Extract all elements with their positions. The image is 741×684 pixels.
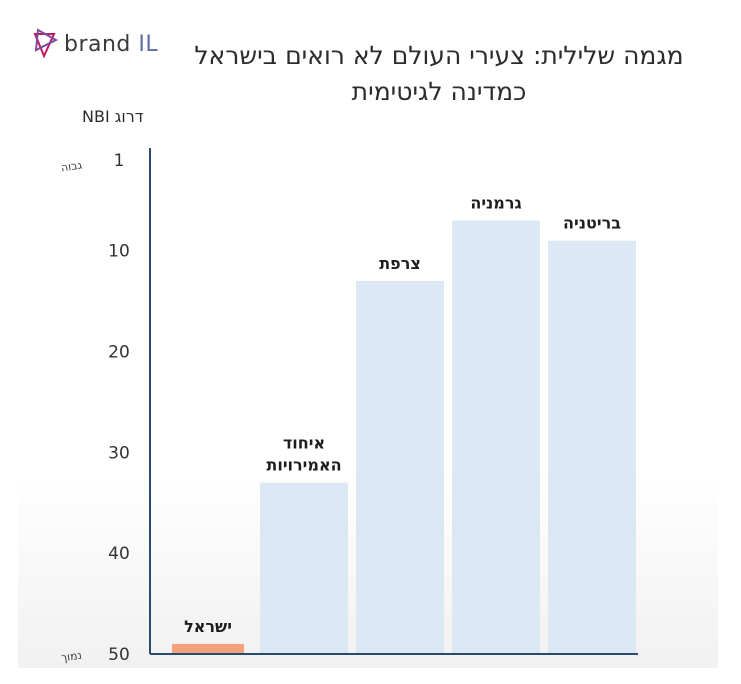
bar-2 [356, 280, 444, 654]
brand-logo-suffix: IL [138, 31, 159, 57]
y-tick-label-1: 1 [114, 151, 125, 171]
y-tick-label-40: 40 [108, 544, 130, 564]
bar-0 [172, 643, 244, 654]
brand-logo-text: brand IL [64, 32, 158, 57]
bar-1 [260, 482, 348, 654]
brand-logo-word: brand [64, 31, 131, 57]
chart-title: מגמה שלילית: צעירי העולם לא רואים בישראל… [194, 41, 684, 106]
bar-3 [452, 220, 540, 654]
y-top-annotation: גבוה [60, 159, 83, 175]
y-tick-label-30: 30 [108, 443, 130, 463]
bar-4 [548, 240, 636, 654]
bar-label-1-0: איחוד [283, 434, 325, 453]
brand-logo-icon [33, 28, 58, 59]
y-bottom-annotation: נמוך [60, 649, 82, 665]
bar-label-4-0: בריטניה [563, 214, 621, 233]
brand-logo: brand IL [32, 28, 158, 60]
bar-label-3-0: גרמניה [470, 193, 521, 212]
bar-label-0-0: ישראל [184, 617, 232, 636]
y-tick-label-20: 20 [108, 343, 130, 363]
bar-label-2-0: צרפת [379, 254, 421, 273]
y-axis-label: דרוג NBI [82, 107, 144, 126]
y-tick-label-50: 50 [108, 645, 130, 665]
y-tick-label-10: 10 [108, 242, 130, 262]
bar-label-1-1: האמירויות [266, 456, 341, 475]
